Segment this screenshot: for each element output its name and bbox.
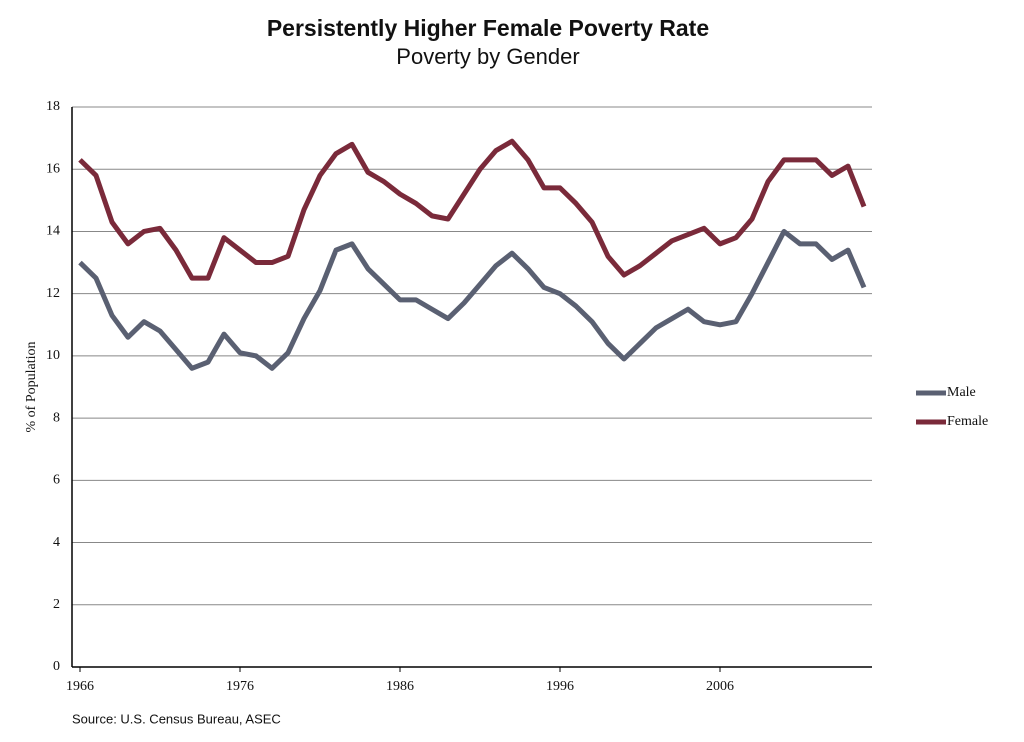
legend-label: Male <box>947 385 976 400</box>
y-tick-label: 6 <box>53 473 60 488</box>
y-tick-label: 18 <box>46 99 60 114</box>
x-tick-label: 1986 <box>386 679 414 694</box>
series-line <box>78 228 867 371</box>
series-line <box>78 138 867 281</box>
x-tick-label: 1976 <box>226 679 254 694</box>
x-tick-label: 1996 <box>546 679 574 694</box>
y-tick-label: 12 <box>46 286 60 301</box>
y-tick-label: 14 <box>46 224 60 239</box>
y-tick-label: 2 <box>53 597 60 612</box>
y-tick-label: 10 <box>46 348 60 363</box>
legend-label: Female <box>947 414 988 429</box>
chart-title: Persistently Higher Female Poverty Rate <box>267 15 709 41</box>
y-tick-label: 4 <box>53 535 60 550</box>
y-tick-label: 16 <box>46 161 60 176</box>
x-tick-label: 2006 <box>706 679 734 694</box>
chart-subtitle: Poverty by Gender <box>396 44 579 69</box>
y-tick-label: 0 <box>53 659 60 674</box>
y-axis-label: % of Population <box>24 342 39 433</box>
y-tick-label: 8 <box>53 410 60 425</box>
source-note: Source: U.S. Census Bureau, ASEC <box>72 711 281 726</box>
x-tick-label: 1966 <box>66 679 94 694</box>
